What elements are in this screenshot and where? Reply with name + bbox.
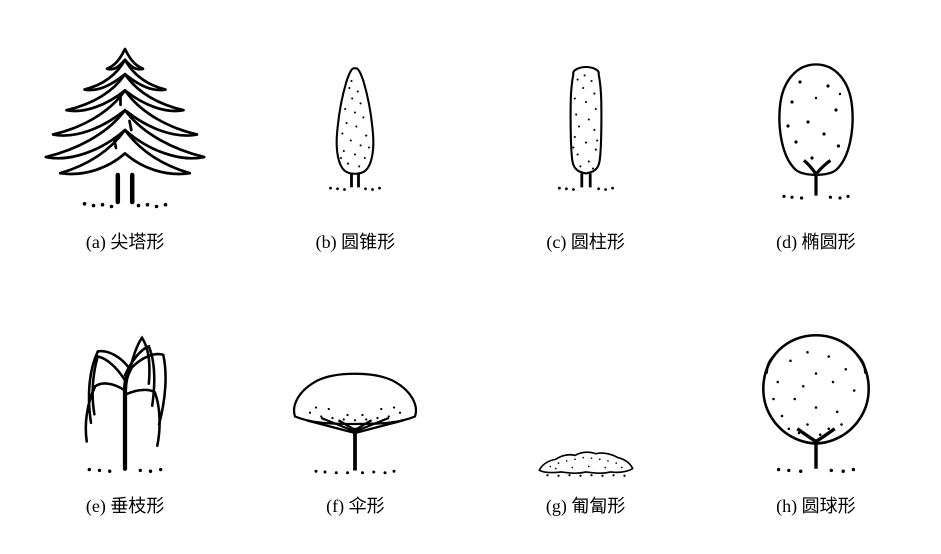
cell-g: (g) 匍匐形 (481, 284, 691, 518)
figure-cone (255, 20, 455, 220)
cell-f: (f) 伞形 (250, 284, 460, 518)
figure-creeping (486, 284, 686, 484)
caption-b: (b) 圆锥形 (316, 228, 396, 254)
cell-d: (d) 椭圆形 (711, 20, 921, 254)
cell-c: (c) 圆柱形 (481, 20, 691, 254)
caption-d: (d) 椭圆形 (776, 228, 856, 254)
tree-shape-grid: (a) 尖塔形 (20, 20, 921, 518)
figure-umbrella (255, 284, 455, 484)
caption-g: (g) 匍匐形 (546, 492, 626, 518)
cell-e: (e) 垂枝形 (20, 284, 230, 518)
figure-spire (25, 20, 225, 220)
caption-e: (e) 垂枝形 (86, 492, 164, 518)
cell-h: (h) 圆球形 (711, 284, 921, 518)
figure-oval (716, 20, 916, 220)
caption-h: (h) 圆球形 (776, 492, 856, 518)
figure-globe (716, 284, 916, 484)
figure-weeping (25, 284, 225, 484)
figure-cylinder (486, 20, 686, 220)
caption-f: (f) 伞形 (326, 492, 384, 518)
caption-a: (a) 尖塔形 (86, 228, 164, 254)
cell-a: (a) 尖塔形 (20, 20, 230, 254)
caption-c: (c) 圆柱形 (546, 228, 624, 254)
cell-b: (b) 圆锥形 (250, 20, 460, 254)
